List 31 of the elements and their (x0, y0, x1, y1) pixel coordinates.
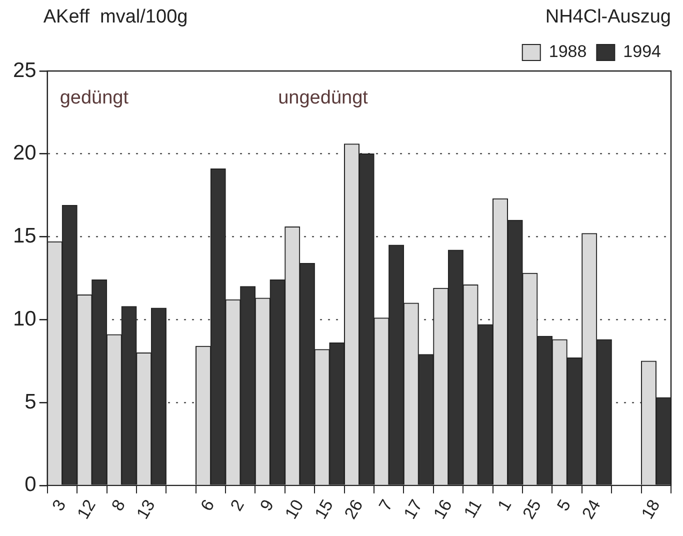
x-tick-label: 15 (311, 496, 338, 522)
x-tick-label: 10 (281, 496, 308, 522)
x-tick-label: 1 (494, 496, 516, 514)
chart-title: NH4Cl-Auszug (545, 6, 671, 28)
x-tick-label: 26 (340, 496, 367, 522)
x-tick-label: 12 (74, 496, 100, 522)
annotation: ungedüngt (278, 88, 369, 109)
y-axis-title: AKeff mval/100g (43, 6, 188, 28)
y-tick-label: 5 (24, 390, 36, 414)
x-tick-label: 17 (400, 496, 426, 522)
x-tick-label: 13 (132, 496, 159, 522)
y-tick-label: 10 (13, 307, 36, 330)
y-tick-label: 20 (13, 142, 36, 165)
x-tick-label: 16 (430, 496, 456, 522)
x-tick-label: 25 (518, 496, 545, 522)
annotation: gedüngt (60, 88, 130, 109)
legend-label: 1988 (548, 42, 587, 62)
y-tick-label: 15 (13, 224, 36, 248)
legend-label: 1994 (623, 42, 662, 62)
x-tick-label: 7 (375, 496, 396, 514)
x-tick-label: 8 (108, 496, 130, 514)
x-tick-label: 11 (460, 496, 486, 522)
x-tick-label: 5 (553, 496, 575, 514)
x-tick-label: 6 (197, 496, 218, 514)
x-tick-label: 18 (638, 496, 664, 522)
x-tick-label: 9 (256, 496, 278, 514)
y-tick-label: 25 (13, 58, 36, 82)
x-tick-label: 2 (226, 496, 248, 514)
y-tick-label: 0 (24, 473, 36, 496)
x-tick-label: 24 (578, 496, 604, 522)
x-tick-label: 3 (48, 496, 70, 514)
